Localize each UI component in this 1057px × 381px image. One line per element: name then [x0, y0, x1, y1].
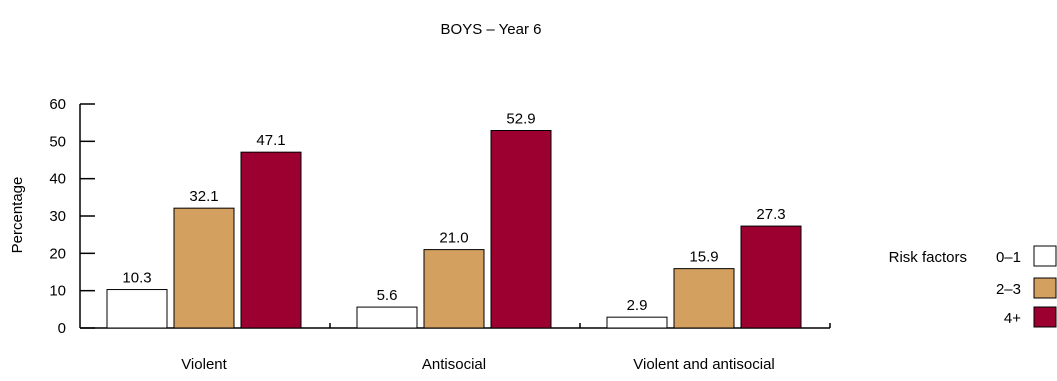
- y-tick-label: 50: [49, 133, 66, 150]
- legend-swatch: [1033, 277, 1057, 299]
- legend-title: Risk factors: [889, 249, 967, 266]
- bar: [106, 289, 168, 329]
- y-tick-label: 30: [49, 208, 66, 225]
- y-axis-ticks: 0 10 20 30 40 50 60: [49, 96, 95, 337]
- bar: [240, 151, 302, 329]
- legend-label: 2–3: [996, 281, 1021, 298]
- legend-label: 4+: [1004, 310, 1021, 327]
- legend: Risk factors 0–1 2–3 4+: [889, 245, 1057, 328]
- bar: [356, 306, 418, 329]
- bar-value-label: 47.1: [256, 132, 285, 149]
- bar: [606, 316, 668, 329]
- y-tick-label: 60: [49, 96, 66, 113]
- legend-label: 0–1: [996, 249, 1021, 266]
- bar-value-label: 5.6: [377, 287, 398, 304]
- bar: [490, 130, 552, 329]
- bar-value-label: 27.3: [756, 206, 785, 223]
- legend-swatch: [1033, 245, 1057, 267]
- bar-value-labels: 10.3 32.1 47.1 5.6 21.0 52.9 2.9 15.9 27.3: [122, 111, 785, 315]
- bar-value-label: 10.3: [122, 270, 151, 287]
- bar-value-label: 52.9: [506, 111, 535, 128]
- y-axis-label: Percentage: [9, 177, 26, 254]
- bar-value-label: 2.9: [627, 297, 648, 314]
- chart-title: BOYS – Year 6: [441, 21, 542, 38]
- y-tick-label: 10: [49, 283, 66, 300]
- bar: [173, 207, 235, 329]
- bar-group: [106, 130, 802, 329]
- category-label: Violent and antisocial: [633, 356, 775, 373]
- bar-value-label: 21.0: [439, 230, 468, 247]
- legend-swatch: [1033, 306, 1057, 328]
- bar-value-label: 32.1: [189, 188, 218, 205]
- category-label: Violent: [181, 356, 227, 373]
- bar: [673, 268, 735, 329]
- bar: [740, 225, 802, 329]
- y-tick-label: 20: [49, 245, 66, 262]
- bar: [423, 249, 485, 329]
- category-labels: Violent Antisocial Violent and antisocial: [181, 356, 775, 373]
- y-tick-label: 40: [49, 171, 66, 188]
- x-axis-ticks: [329, 323, 831, 328]
- bar-value-label: 15.9: [689, 249, 718, 266]
- y-tick-label: 0: [58, 320, 66, 337]
- category-label: Antisocial: [422, 356, 486, 373]
